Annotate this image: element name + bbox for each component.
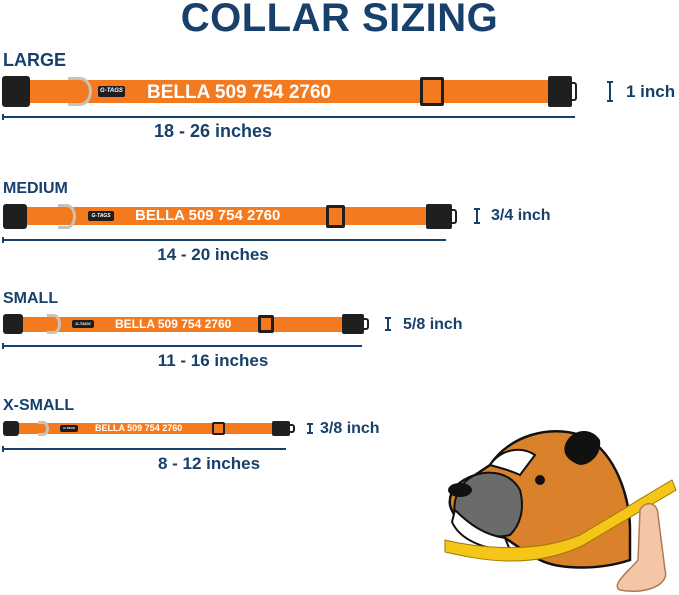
- size-label-small: SMALL: [3, 290, 59, 307]
- slider-icon: [258, 315, 274, 333]
- tag-logo: G-TAGS: [88, 211, 114, 221]
- width-marker-icon: [385, 317, 391, 331]
- length-label-small: 11 - 16 inches: [157, 351, 269, 370]
- buckle-female-icon: [2, 76, 30, 107]
- width-marker-icon: [607, 81, 613, 102]
- collar-name-text: BELLA 509 754 2760: [115, 317, 232, 331]
- buckle-male-icon: [426, 204, 457, 229]
- length-line: [2, 237, 446, 243]
- collar-name-text: BELLA 509 754 2760: [147, 82, 332, 103]
- width-label-large: 1 inch: [626, 82, 676, 101]
- buckle-male-icon: [548, 76, 577, 107]
- length-line: [2, 446, 286, 452]
- d-ring-icon: [68, 77, 92, 106]
- collar-name-text: BELLA 509 754 2760: [135, 207, 281, 224]
- length-line: [2, 343, 362, 349]
- size-label-x-small: X-SMALL: [3, 397, 75, 414]
- slider-icon: [212, 422, 225, 435]
- buckle-male-icon: [342, 314, 369, 334]
- buckle-female-icon: [3, 314, 23, 334]
- d-ring-icon: [58, 204, 76, 229]
- length-line: [2, 114, 575, 120]
- length-label-x-small: 8 - 12 inches: [157, 454, 261, 473]
- collar-name-text: BELLA 509 754 2760: [95, 423, 183, 433]
- width-label-medium: 3/4 inch: [491, 207, 551, 224]
- boxer-dog-measuring-illustration: [444, 430, 677, 592]
- buckle-female-icon: [3, 204, 27, 229]
- tag-logo: G-TAGS: [98, 86, 125, 97]
- page-title: COLLAR SIZING: [180, 0, 499, 40]
- width-label-x-small: 3/8 inch: [320, 420, 380, 437]
- tag-logo: G-TAGS: [72, 320, 94, 328]
- d-ring-icon: [47, 314, 61, 334]
- length-label-medium: 14 - 20 inches: [157, 245, 269, 264]
- length-label-large: 18 - 26 inches: [153, 121, 273, 141]
- buckle-female-icon: [3, 421, 19, 436]
- width-marker-icon: [307, 423, 313, 434]
- slider-icon: [420, 77, 444, 106]
- size-label-medium: MEDIUM: [3, 180, 68, 197]
- width-label-small: 5/8 inch: [403, 316, 463, 333]
- slider-icon: [326, 205, 345, 228]
- d-ring-icon: [38, 421, 49, 436]
- buckle-male-icon: [272, 421, 295, 436]
- tag-logo: G-TAGS: [60, 425, 78, 432]
- size-label-large: LARGE: [3, 50, 66, 70]
- width-marker-icon: [474, 208, 480, 224]
